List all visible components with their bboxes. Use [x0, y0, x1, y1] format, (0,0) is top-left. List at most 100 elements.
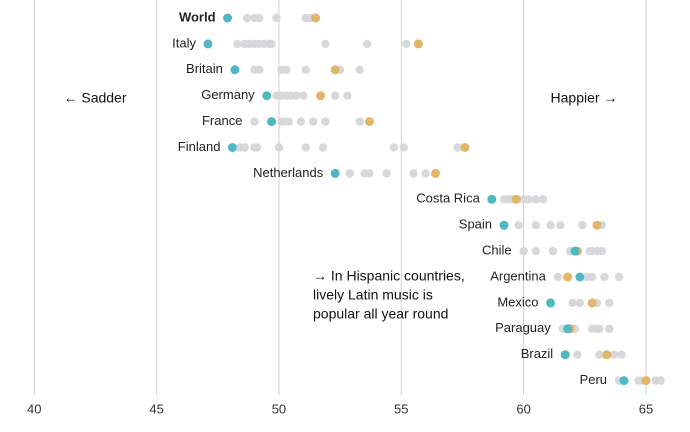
month-dot	[399, 143, 408, 152]
highlight-dot	[560, 350, 570, 360]
month-dot	[301, 143, 311, 152]
highlight-dot	[575, 272, 585, 282]
highlight-dot	[563, 272, 573, 282]
highlight-dot	[316, 91, 326, 101]
x-tick-label: 40	[27, 401, 41, 416]
month-dot	[453, 143, 462, 152]
month-dot	[362, 39, 372, 49]
month-dot	[308, 117, 318, 126]
month-dot	[605, 298, 614, 308]
month-dot	[553, 272, 563, 282]
highlight-dot	[330, 65, 340, 75]
category-label: France	[202, 113, 242, 128]
highlight-dot	[431, 168, 441, 178]
month-dot	[401, 39, 411, 49]
category-label: Mexico	[497, 294, 538, 309]
x-tick-label: 55	[394, 401, 408, 416]
happier-label: Happier →	[551, 90, 618, 106]
month-dot	[343, 91, 352, 100]
highlight-dot	[460, 143, 470, 152]
highlight-dot	[563, 324, 573, 334]
month-dot	[233, 39, 242, 49]
annotation: popular all year round	[313, 306, 448, 322]
annotation: → In Hispanic countries,	[313, 268, 465, 284]
category-label: Costa Rica	[416, 191, 480, 206]
month-dot	[355, 117, 364, 126]
month-dot	[578, 221, 587, 230]
month-dot	[617, 350, 626, 359]
highlight-dot	[592, 220, 602, 230]
highlight-dot	[330, 168, 340, 178]
month-dot	[656, 376, 665, 385]
month-dot	[272, 13, 281, 23]
highlight-dot	[203, 39, 213, 49]
x-tick-label: 65	[639, 401, 653, 416]
month-dot	[538, 195, 548, 204]
category-label: Britain	[186, 61, 223, 76]
highlight-dot	[570, 246, 580, 256]
month-dot	[514, 221, 523, 230]
month-dot	[365, 169, 374, 178]
month-dot	[531, 195, 541, 204]
month-dot	[531, 246, 541, 256]
month-dot	[255, 13, 264, 23]
month-dot	[382, 169, 391, 178]
month-dot	[409, 169, 418, 178]
month-dot	[282, 65, 291, 75]
month-dot	[321, 117, 330, 126]
month-dot	[267, 39, 276, 49]
highlight-dot	[499, 220, 509, 230]
month-dot	[296, 117, 306, 126]
month-dot	[331, 91, 340, 100]
month-dot	[421, 169, 430, 178]
month-dot	[250, 117, 259, 126]
highlight-dot	[227, 143, 237, 152]
sadder-label: ← Sadder	[63, 90, 126, 106]
highlight-dot	[267, 117, 277, 127]
month-dot	[614, 272, 624, 282]
highlight-dot	[511, 194, 521, 204]
month-dot	[605, 324, 614, 333]
month-dot	[355, 65, 364, 75]
month-dot	[595, 324, 604, 333]
highlight-dot	[230, 65, 240, 75]
month-dot	[240, 143, 249, 152]
month-dot	[531, 221, 541, 230]
month-dot	[597, 246, 607, 256]
month-dot	[524, 195, 533, 204]
highlight-dot	[602, 350, 612, 360]
highlight-dot	[262, 91, 272, 101]
month-dot	[568, 298, 577, 308]
category-label: Paraguay	[495, 320, 551, 335]
month-dot	[575, 298, 585, 308]
category-label: Spain	[459, 217, 492, 232]
month-dot	[595, 350, 604, 359]
highlight-dot	[413, 39, 423, 49]
category-label: Brazil	[521, 346, 554, 361]
x-tick-label: 50	[272, 401, 286, 416]
highlight-dot	[546, 298, 556, 308]
category-label: Italy	[172, 35, 196, 50]
month-dot	[587, 272, 597, 282]
month-dot	[299, 91, 308, 100]
month-dot	[389, 143, 399, 152]
category-label: Argentina	[490, 268, 546, 283]
category-label: Peru	[580, 372, 607, 387]
x-tick-label: 60	[516, 401, 530, 416]
x-tick-label: 45	[149, 401, 163, 416]
highlight-dot	[364, 117, 374, 127]
month-dot	[600, 272, 609, 282]
month-dot	[284, 117, 293, 126]
month-dot	[301, 65, 311, 75]
month-dot	[519, 246, 528, 256]
category-label: Finland	[178, 139, 221, 154]
month-dot	[345, 169, 355, 178]
highlight-dot	[487, 194, 497, 204]
highlight-dot	[587, 298, 597, 308]
highlight-dot	[641, 376, 651, 386]
month-dot	[546, 221, 555, 230]
month-dot	[242, 13, 252, 23]
month-dot	[573, 350, 582, 359]
month-dot	[609, 350, 619, 359]
